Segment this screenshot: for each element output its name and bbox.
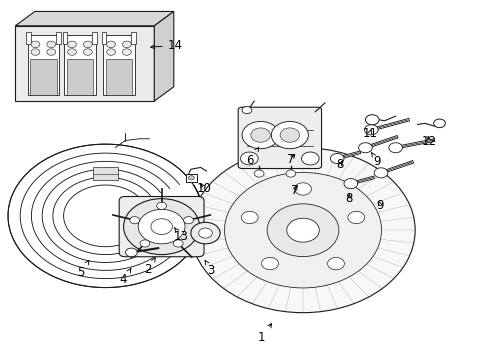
Bar: [185, 174, 196, 182]
Bar: [66, 59, 93, 95]
Text: 10: 10: [197, 183, 211, 195]
Bar: [62, 32, 67, 44]
Polygon shape: [154, 12, 173, 101]
Bar: [30, 59, 57, 95]
Text: 7: 7: [286, 153, 294, 166]
Circle shape: [188, 176, 194, 180]
Text: 14: 14: [150, 39, 183, 52]
Bar: [103, 36, 135, 95]
Text: 13: 13: [173, 228, 188, 243]
Circle shape: [343, 179, 357, 189]
Circle shape: [125, 248, 137, 257]
Circle shape: [301, 152, 319, 165]
Circle shape: [198, 228, 212, 238]
Bar: [26, 32, 31, 44]
FancyBboxPatch shape: [238, 107, 321, 168]
Circle shape: [286, 218, 319, 242]
Circle shape: [173, 240, 183, 247]
Bar: [131, 32, 136, 44]
Text: 8: 8: [345, 192, 352, 205]
Circle shape: [83, 49, 92, 55]
Circle shape: [241, 211, 258, 224]
Polygon shape: [15, 26, 154, 101]
Circle shape: [31, 41, 40, 48]
Circle shape: [433, 119, 445, 128]
Bar: [105, 59, 132, 95]
Bar: [64, 36, 96, 95]
Text: 5: 5: [77, 260, 89, 279]
Circle shape: [183, 217, 193, 224]
Text: 6: 6: [246, 148, 258, 167]
Circle shape: [365, 115, 378, 125]
Circle shape: [280, 128, 299, 142]
Text: 8: 8: [335, 158, 343, 171]
Circle shape: [140, 240, 149, 247]
Circle shape: [271, 121, 308, 149]
Circle shape: [285, 170, 295, 177]
Text: 2: 2: [144, 258, 155, 276]
Circle shape: [347, 211, 364, 224]
Circle shape: [106, 49, 115, 55]
Bar: [102, 32, 106, 44]
Circle shape: [364, 125, 377, 135]
Bar: [56, 32, 61, 44]
Circle shape: [123, 199, 199, 255]
Circle shape: [224, 172, 381, 288]
Circle shape: [190, 222, 220, 244]
Circle shape: [157, 202, 166, 210]
Circle shape: [190, 148, 414, 313]
Circle shape: [31, 49, 40, 55]
Circle shape: [388, 143, 402, 153]
Circle shape: [47, 49, 56, 55]
Text: 3: 3: [204, 260, 215, 277]
Circle shape: [67, 49, 76, 55]
Text: 12: 12: [421, 135, 435, 148]
Text: 7: 7: [290, 184, 298, 197]
FancyBboxPatch shape: [119, 197, 203, 257]
Circle shape: [330, 153, 343, 163]
Circle shape: [67, 41, 76, 48]
Circle shape: [122, 41, 131, 48]
Circle shape: [358, 143, 371, 153]
Circle shape: [261, 257, 278, 270]
Circle shape: [122, 49, 131, 55]
Text: 9: 9: [370, 152, 380, 168]
Circle shape: [242, 107, 251, 114]
Circle shape: [106, 41, 115, 48]
Circle shape: [130, 217, 139, 224]
Bar: [92, 32, 97, 44]
Text: 11: 11: [362, 127, 377, 140]
Bar: [27, 36, 59, 95]
Polygon shape: [15, 12, 173, 26]
Text: 4: 4: [120, 268, 131, 286]
Circle shape: [242, 121, 279, 149]
Circle shape: [327, 257, 344, 270]
Text: 1: 1: [257, 324, 271, 344]
Circle shape: [83, 41, 92, 48]
Bar: [93, 167, 118, 180]
Circle shape: [250, 128, 270, 142]
Circle shape: [294, 183, 311, 195]
Circle shape: [240, 152, 258, 165]
Circle shape: [47, 41, 56, 48]
Text: 9: 9: [376, 199, 383, 212]
Circle shape: [254, 170, 264, 177]
Circle shape: [266, 204, 338, 257]
Circle shape: [138, 210, 184, 244]
Circle shape: [151, 219, 172, 234]
Circle shape: [373, 168, 387, 178]
